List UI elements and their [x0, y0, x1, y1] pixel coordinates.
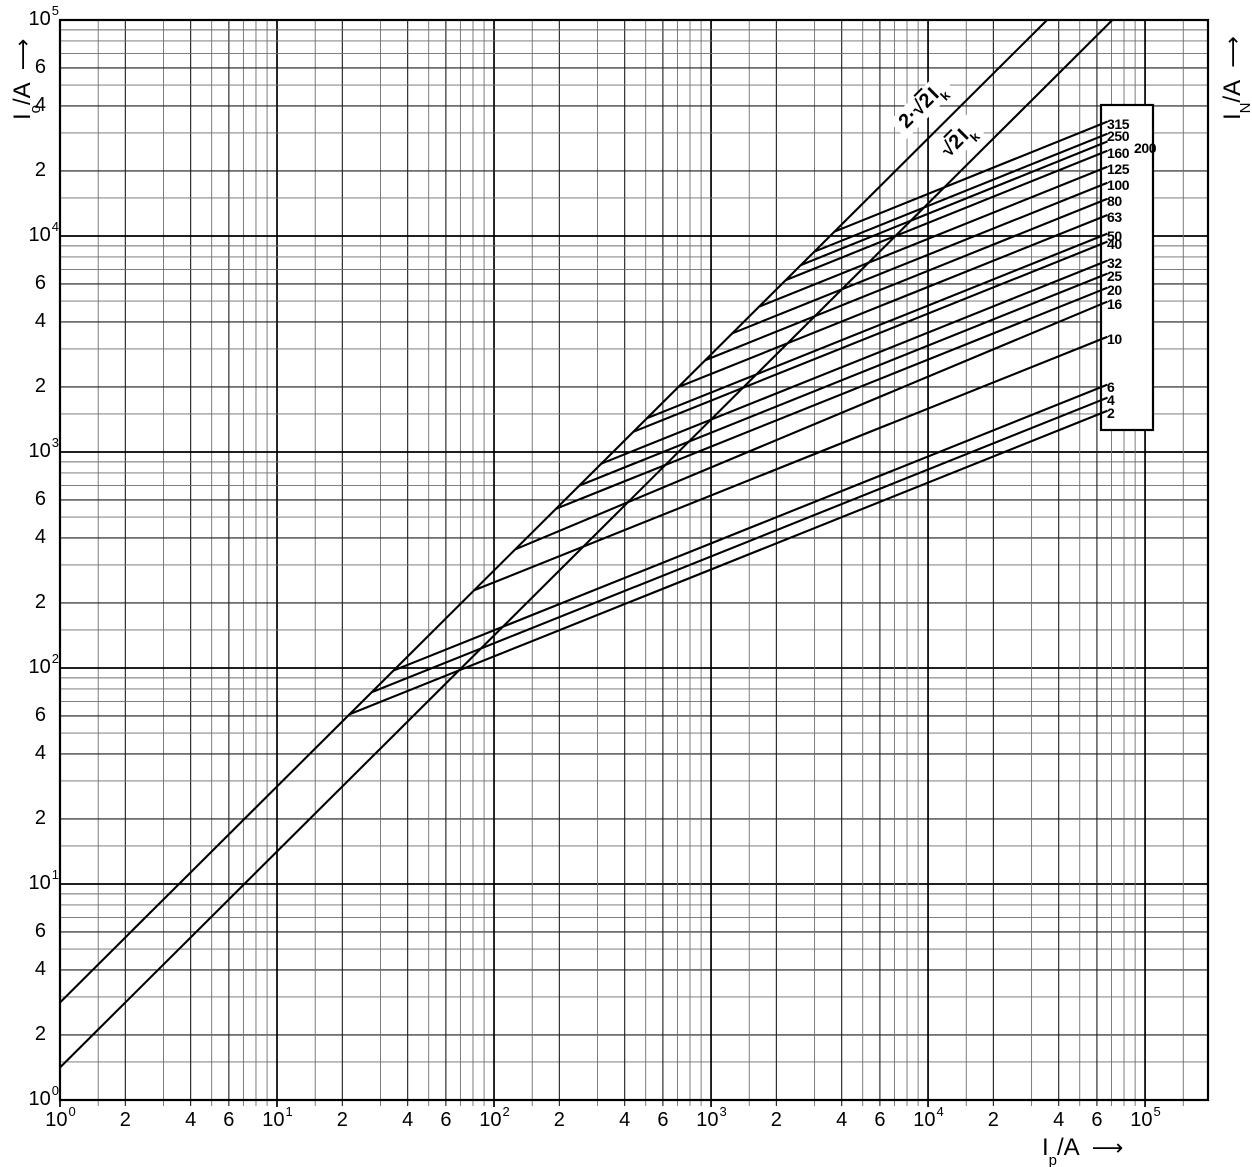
reference-line-2-sqrt2-Ik	[59, 19, 1048, 1004]
y-tick-label-10e4: 104	[28, 219, 59, 246]
plot-frame	[58, 18, 1210, 1102]
legend-label-10A: 10	[1107, 331, 1122, 348]
y-tick-label-6e0: 6	[34, 919, 46, 942]
curve-2A	[349, 409, 1108, 716]
x-tick-label-4e2: 4	[619, 1109, 631, 1131]
curve-10A	[473, 335, 1108, 592]
x-tick-label-6e1: 6	[440, 1109, 452, 1131]
legend-label-125A: 125	[1107, 161, 1130, 178]
curve-100A	[731, 181, 1108, 335]
legend-label-200A: 200	[1134, 139, 1157, 156]
x-tick-label-10e3: 103	[696, 1104, 727, 1131]
x-tick-label-10e0: 100	[45, 1104, 76, 1131]
x-axis-symbol: I	[1042, 1134, 1049, 1161]
x-tick-label-2e4: 2	[987, 1109, 999, 1131]
x-tick-label-10e5: 105	[1130, 1104, 1161, 1131]
y-tick-label-4e1: 4	[34, 741, 46, 764]
y-tick-label-10e1: 101	[28, 867, 59, 894]
curve-200A	[800, 140, 1108, 267]
legend-label-6A: 6	[1107, 378, 1115, 395]
x-tick-label-4e0: 4	[185, 1109, 197, 1131]
x-tick-label-4e4: 4	[1053, 1109, 1065, 1131]
y-axis-right-unit: /A	[1219, 79, 1246, 103]
y-tick-label-6e4: 6	[34, 55, 46, 78]
axis-arrow-icon: ⟶	[1091, 1136, 1124, 1161]
y-axis-title-right: IN/A ⟶	[1218, 0, 1252, 120]
y-tick-label-2e4: 2	[34, 158, 46, 181]
x-axis-title: Ip/A ⟶	[1042, 1134, 1124, 1167]
x-tick-label-2e2: 2	[553, 1109, 565, 1131]
legend-label-4A: 4	[1107, 392, 1115, 409]
x-tick-label-10e1: 101	[262, 1104, 293, 1131]
x-tick-label-6e4: 6	[1091, 1109, 1103, 1131]
reference-line-sqrt2-Ik	[59, 19, 1114, 1069]
y-tick-label-4e2: 4	[34, 525, 46, 548]
legend-label-315A: 315	[1107, 116, 1130, 132]
curve-40A	[632, 240, 1108, 433]
curve-25A	[578, 272, 1108, 487]
y-axis-symbol: I	[9, 113, 36, 120]
y-axis-title-left: Io/A ⟶	[8, 0, 44, 120]
legend-label-20A: 20	[1107, 282, 1122, 299]
y-axis-right-symbol: I	[1219, 113, 1246, 120]
legend-label-80A: 80	[1107, 193, 1122, 210]
y-tick-label-2e3: 2	[34, 374, 46, 397]
x-tick-label-10e4: 104	[913, 1104, 944, 1131]
curve-80A	[704, 197, 1108, 362]
curve-6A	[393, 383, 1108, 672]
curve-315A	[833, 120, 1108, 233]
x-tick-label-6e2: 6	[657, 1109, 669, 1131]
curve-63A	[678, 213, 1108, 388]
curve-50A	[646, 232, 1108, 420]
x-tick-label-10e2: 102	[479, 1104, 510, 1131]
legend-label-100A: 100	[1107, 177, 1130, 194]
legend-label-16A: 16	[1107, 296, 1122, 313]
axis-arrow-icon: ⟶	[1221, 36, 1246, 68]
y-tick-label-10e2: 102	[28, 651, 59, 678]
y-axis-unit: /A	[9, 82, 36, 105]
y-tick-label-2e0: 2	[34, 1022, 46, 1045]
x-tick-label-6e0: 6	[223, 1109, 235, 1131]
curve-20A	[555, 286, 1108, 510]
y-tick-label-4e0: 4	[34, 957, 46, 980]
legend-label-40A: 40	[1107, 236, 1122, 253]
y-tick-label-10e5: 105	[28, 3, 59, 30]
curve-250A	[813, 132, 1108, 253]
x-tick-label-4e1: 4	[402, 1109, 414, 1131]
x-tick-label-4e3: 4	[836, 1109, 848, 1131]
curve-4A	[371, 396, 1108, 694]
legend-label-160A: 160	[1107, 145, 1130, 162]
x-tick-label-2e1: 2	[336, 1109, 348, 1131]
x-axis-subscript: p	[1048, 1151, 1058, 1167]
y-tick-label-2e2: 2	[34, 590, 46, 613]
y-tick-label-6e3: 6	[34, 271, 46, 294]
x-axis-unit: /A	[1057, 1134, 1080, 1161]
y-tick-label-2e1: 2	[34, 806, 46, 829]
curve-16A	[514, 300, 1108, 551]
legend-label-32A: 32	[1107, 254, 1122, 271]
legend-label-25A: 25	[1107, 267, 1122, 284]
legend-label-250A: 250	[1107, 128, 1130, 145]
curve-125A	[758, 165, 1108, 308]
y-tick-label-6e1: 6	[34, 703, 46, 726]
y-tick-label-4e3: 4	[34, 309, 46, 332]
x-tick-label-2e3: 2	[770, 1109, 782, 1131]
legend-label-50A: 50	[1107, 228, 1122, 244]
legend-box	[1099, 103, 1155, 432]
axis-arrow-icon: ⟶	[11, 38, 36, 71]
curve-160A	[785, 149, 1108, 282]
y-axis-right-subscript: N	[1237, 102, 1252, 113]
curve-32A	[600, 259, 1108, 465]
y-tick-label-6e2: 6	[34, 487, 46, 510]
legend-label-2A: 2	[1107, 405, 1115, 422]
x-tick-label-6e3: 6	[874, 1109, 886, 1131]
y-tick-label-4e4: 4	[34, 93, 46, 116]
y-axis-subscript: o	[26, 104, 44, 114]
y-tick-label-10e0: 100	[28, 1083, 59, 1110]
y-tick-label-10e3: 103	[28, 435, 59, 462]
legend-label-63A: 63	[1107, 209, 1122, 226]
x-tick-label-2e0: 2	[119, 1109, 131, 1131]
